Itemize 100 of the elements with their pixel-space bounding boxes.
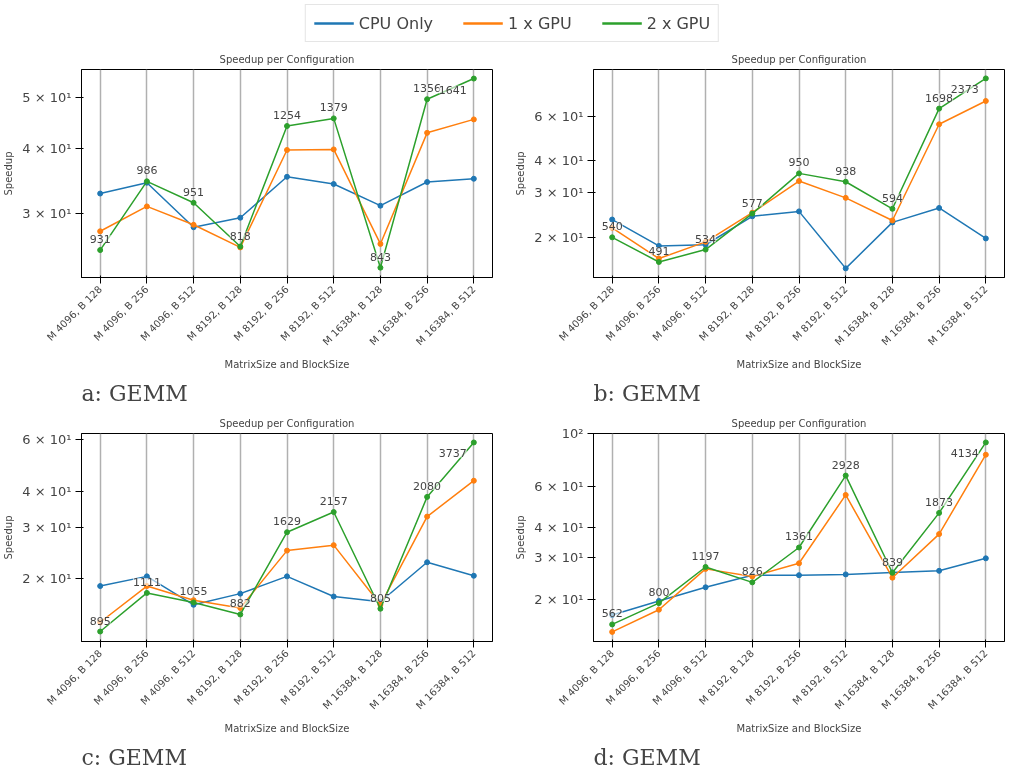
- point: [424, 179, 431, 186]
- y-tick-label: 3 × 10¹: [22, 206, 72, 222]
- y-axis-title: Speedup: [3, 515, 15, 560]
- point: [796, 544, 802, 551]
- point: [284, 547, 290, 554]
- point: [237, 611, 244, 618]
- point: [936, 204, 943, 211]
- point: [237, 214, 244, 221]
- annotation: 1055: [179, 585, 208, 599]
- point: [424, 493, 431, 500]
- annotation: 2080: [413, 479, 442, 493]
- annotation: 826: [741, 565, 763, 579]
- point: [330, 146, 337, 153]
- point: [982, 555, 989, 562]
- point: [470, 477, 477, 484]
- y-tick-label: 4 × 10¹: [22, 483, 72, 499]
- point: [284, 573, 290, 580]
- point: [982, 75, 989, 82]
- annotation: 3737: [438, 447, 467, 461]
- point: [424, 559, 431, 566]
- y-tick-label: 2 × 10¹: [534, 229, 584, 245]
- annotation: 1873: [925, 495, 954, 509]
- point: [97, 228, 104, 235]
- annotation: 818: [229, 229, 251, 243]
- annotation: 594: [881, 191, 903, 205]
- point: [936, 105, 943, 112]
- point: [190, 199, 197, 206]
- y-tick-label: 5 × 10¹: [22, 89, 72, 105]
- point: [284, 123, 290, 130]
- point: [470, 175, 477, 182]
- legend-label: 1 x GPU: [508, 13, 572, 33]
- annotation: 843: [369, 250, 391, 264]
- point: [702, 584, 709, 591]
- y-tick-label: 2 × 10¹: [534, 591, 584, 607]
- point: [982, 451, 989, 458]
- point: [97, 583, 104, 590]
- point: [284, 173, 290, 180]
- legend-label: CPU Only: [358, 13, 434, 33]
- point: [796, 572, 802, 579]
- y-tick-label: 4 × 10¹: [534, 520, 584, 536]
- point: [609, 628, 616, 635]
- y-axis-title: Speedup: [515, 151, 527, 196]
- point: [796, 178, 802, 185]
- annotation: 800: [648, 586, 670, 600]
- annotation: 2157: [319, 495, 348, 509]
- point: [842, 571, 849, 578]
- y-tick-label: 2 × 10¹: [22, 571, 72, 587]
- annotation: 577: [741, 196, 763, 210]
- point: [470, 116, 477, 123]
- annotation: 986: [136, 164, 158, 178]
- point: [982, 235, 989, 242]
- point: [143, 203, 150, 210]
- text: b: GEMM: [593, 380, 701, 406]
- point: [842, 178, 849, 185]
- y-tick-label: 4 × 10¹: [22, 140, 72, 156]
- y-tick-label: 3 × 10¹: [534, 185, 584, 201]
- annotation: 895: [89, 614, 111, 628]
- point: [936, 509, 943, 516]
- y-tick-label: 6 × 10¹: [534, 108, 584, 124]
- annotation: 1197: [691, 549, 720, 563]
- y-tick-label: 3 × 10¹: [22, 520, 72, 535]
- point: [237, 590, 244, 597]
- annotation: 938: [835, 164, 857, 178]
- annotation: 1379: [319, 101, 348, 115]
- point: [702, 246, 709, 253]
- annotation: 1629: [273, 515, 301, 529]
- point: [424, 96, 431, 103]
- annotation: 839: [881, 555, 903, 569]
- text: d: GEMM: [593, 744, 701, 770]
- point: [470, 75, 477, 82]
- x-axis-title: MatrixSize and BlockSize: [224, 359, 350, 371]
- point: [424, 129, 431, 136]
- y-tick-label: 3 × 10¹: [534, 550, 584, 566]
- point: [284, 147, 290, 153]
- annotation: 950: [788, 156, 810, 170]
- annotation: 4134: [950, 447, 979, 461]
- chart-title: Speedup per Configuration: [731, 417, 867, 429]
- point: [97, 190, 104, 197]
- chart-title: Speedup per Configuration: [731, 53, 867, 65]
- x-axis-title: MatrixSize and BlockSize: [736, 359, 862, 371]
- point: [470, 439, 477, 446]
- point: [330, 593, 337, 600]
- y-axis-title: Speedup: [3, 151, 15, 196]
- y-axis-title: Speedup: [515, 515, 527, 560]
- point: [842, 491, 849, 498]
- point: [842, 194, 849, 201]
- point: [377, 240, 384, 247]
- point: [424, 513, 431, 520]
- point: [330, 181, 337, 188]
- annotation: 951: [183, 185, 205, 199]
- point: [330, 509, 337, 516]
- chart-title: Speedup per Configuration: [219, 53, 355, 65]
- y-tick-label: 6 × 10¹: [534, 478, 584, 494]
- point: [936, 567, 943, 574]
- annotation: 1111: [132, 575, 161, 589]
- point: [377, 264, 384, 271]
- x-axis-title: MatrixSize and BlockSize: [736, 723, 862, 735]
- annotation: 931: [89, 233, 111, 247]
- point: [796, 560, 802, 567]
- point: [97, 628, 104, 635]
